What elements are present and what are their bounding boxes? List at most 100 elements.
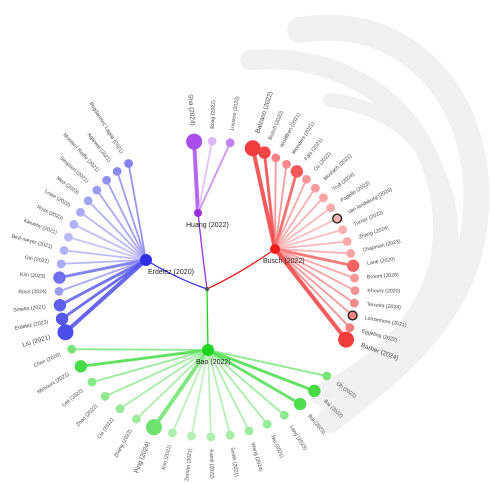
blue-leaf-node-lowe-2022[interactable] xyxy=(76,207,85,217)
green-hub-node[interactable] xyxy=(202,344,214,356)
red-leaf-label: Lane (2020) xyxy=(367,256,396,266)
red-leaf-node-eggeling-2022[interactable] xyxy=(345,323,355,333)
blue-leaf-node-ross-2024[interactable] xyxy=(54,286,64,296)
blue-leaf-node-kleveby-2021[interactable] xyxy=(63,232,73,242)
red-leaf-label: Busch (2020) xyxy=(268,110,286,141)
red-leaf-node-pogello-2023[interactable] xyxy=(326,203,336,213)
green-edge-bai-2022 xyxy=(207,348,315,393)
red-edge-broom-2020 xyxy=(274,248,355,279)
green-leaf-node-kim-2021[interactable] xyxy=(168,428,177,438)
red-leaf-node-teixeira-2024[interactable] xyxy=(349,298,359,308)
blue-edge-ross-2023 xyxy=(73,223,147,261)
green-leaf-node-zeman-2021[interactable] xyxy=(187,431,196,441)
green-leaf-node-wang-2024[interactable] xyxy=(244,426,254,436)
blue-leaf-node-bird-meyer-2021[interactable] xyxy=(59,245,69,255)
green-leaf-label: Zhao (2022) xyxy=(75,403,99,428)
blue-edge-kim-2023 xyxy=(59,258,147,279)
green-edge-zhang-2022 xyxy=(135,349,209,420)
green-leaf-node-cui-2022[interactable] xyxy=(115,404,125,414)
purple-leaf-node-lusiano-2022[interactable] xyxy=(225,138,235,148)
green-leaf-label: Lee (2022) xyxy=(61,388,84,409)
green-leaf-node-smith-2021[interactable] xyxy=(225,430,235,440)
red-leaf-node-barber-2024[interactable] xyxy=(338,331,355,348)
green-edge-lang-2023 xyxy=(207,349,285,416)
red-leaf-node-lonsemore-2021[interactable] xyxy=(347,310,358,321)
green-leaf-label: Mimouni (2021) xyxy=(37,371,71,395)
blue-leaf-node-montero-reiffe-2021[interactable] xyxy=(102,175,112,185)
blue-leaf-node-liu-2021[interactable] xyxy=(57,324,74,341)
purple-leaf-node-boag-2022[interactable] xyxy=(207,136,217,146)
blue-leaf-node-erdelez-2023[interactable] xyxy=(55,312,69,326)
red-edge-woelfken-2021 xyxy=(274,157,277,250)
green-edge-cui-2022 xyxy=(119,349,209,410)
blue-leaf-label: Liu (2021) xyxy=(22,334,52,349)
red-leaf-label: Oz (2022) xyxy=(313,151,333,172)
green-leaf-label: Lang (2023) xyxy=(288,424,308,451)
red-leaf-node-wonders-2021[interactable] xyxy=(282,159,291,169)
blue-leaf-node-simpson-2021[interactable] xyxy=(92,185,102,195)
blue-edge-lowe-2022 xyxy=(79,211,147,261)
blue-leaf-node-ross-2023[interactable] xyxy=(69,220,79,229)
red-leaf-label: Chapman (2023) xyxy=(362,239,401,254)
purple-leaf-node-sha-2024[interactable] xyxy=(186,133,203,150)
red-leaf-node-oz-2022[interactable] xyxy=(302,174,311,184)
red-leaf-node-turner-2020[interactable] xyxy=(338,225,348,235)
blue-leaf-label: Kim (2023) xyxy=(20,272,46,280)
red-leaf-node-zhang-2024[interactable] xyxy=(342,237,352,246)
green-leaf-node-zhao-2022[interactable] xyxy=(100,391,110,401)
blue-leaf-label: Bird-meyer (2021) xyxy=(11,234,53,251)
green-leaf-node-lee-2022[interactable] xyxy=(87,377,97,387)
blue-leaf-node-smetts-2021[interactable] xyxy=(53,299,67,312)
green-edge-zhao-2022 xyxy=(104,349,209,398)
green-edge-smith-2021 xyxy=(207,349,232,436)
purple-leaf-label: Sha (2024) xyxy=(186,94,196,126)
purple-leaf-label: Lusiano (2022) xyxy=(229,96,240,131)
red-leaf-node-busch-2020[interactable] xyxy=(258,146,271,159)
red-edge-turner-2020 xyxy=(274,228,343,250)
blue-leaf-node-gin-2022[interactable] xyxy=(56,259,66,269)
green-leaf-node-mimouni-2021[interactable] xyxy=(74,360,88,373)
blue-leaf-label: Ross (2023) xyxy=(36,204,64,222)
red-edge-fabi-2021 xyxy=(273,170,299,250)
red-edge-busch-2020 xyxy=(263,152,277,250)
green-leaf-node-bai-2022[interactable] xyxy=(308,384,321,398)
red-leaf-node-chapman-2023[interactable] xyxy=(346,249,356,258)
green-leaf-node-chen-2020[interactable] xyxy=(67,344,77,354)
green-leaf-node-bai-2023[interactable] xyxy=(293,397,307,411)
blue-leaf-label: Med (2023) xyxy=(55,176,80,197)
red-leaf-node-troll-2024[interactable] xyxy=(319,193,328,203)
green-leaf-node-niu-2021[interactable] xyxy=(262,419,272,429)
blue-hub-label: Erdelez (2020) xyxy=(148,269,194,276)
green-edge-kim-2021 xyxy=(171,349,209,434)
green-leaf-node-lang-2023[interactable] xyxy=(279,410,289,420)
green-leaf-label: Zeman (2021) xyxy=(184,448,193,481)
red-edge-oz-2022 xyxy=(274,179,308,250)
blue-leaf-node-bogdanovic-lagiar-2021[interactable] xyxy=(124,159,133,168)
green-edge-bai-2023 xyxy=(207,348,301,406)
background-swirl xyxy=(287,14,490,433)
red-leaf-node-van-landsburg-2023[interactable] xyxy=(332,213,343,224)
blue-hub-node[interactable] xyxy=(140,254,152,266)
red-leaf-node-khoury-2020[interactable] xyxy=(350,286,360,296)
tree-nodes xyxy=(53,133,360,442)
red-leaf-node-balzano-2022[interactable] xyxy=(244,140,261,157)
green-leaf-node-oh-2021[interactable] xyxy=(322,371,332,381)
red-hub-node[interactable] xyxy=(270,244,280,254)
green-edge-lee-2022 xyxy=(91,349,209,384)
blue-leaf-node-agarwal-2021[interactable] xyxy=(112,166,122,176)
background-swirl xyxy=(323,93,459,287)
red-leaf-label: Teixeira (2024) xyxy=(366,302,401,311)
green-leaf-node-kamil-2022[interactable] xyxy=(206,432,216,442)
red-leaf-node-lane-2020[interactable] xyxy=(346,259,360,272)
green-leaf-node-ping-2024[interactable] xyxy=(145,419,162,436)
purple-hub-node[interactable] xyxy=(194,209,202,217)
green-leaf-label: Zhang (2022) xyxy=(113,428,133,458)
blue-leaf-node-med-2023[interactable] xyxy=(83,196,93,206)
blue-leaf-node-kim-2023[interactable] xyxy=(53,271,66,284)
red-leaf-node-mosfach-2021[interactable] xyxy=(310,183,320,193)
red-leaf-node-broom-2020[interactable] xyxy=(350,273,360,283)
red-leaf-node-fabi-2021[interactable] xyxy=(290,165,304,178)
red-leaf-node-woelfken-2021[interactable] xyxy=(271,153,281,163)
purple-hub-label: Huang (2022) xyxy=(186,222,229,229)
green-leaf-node-zhang-2022[interactable] xyxy=(131,414,141,424)
